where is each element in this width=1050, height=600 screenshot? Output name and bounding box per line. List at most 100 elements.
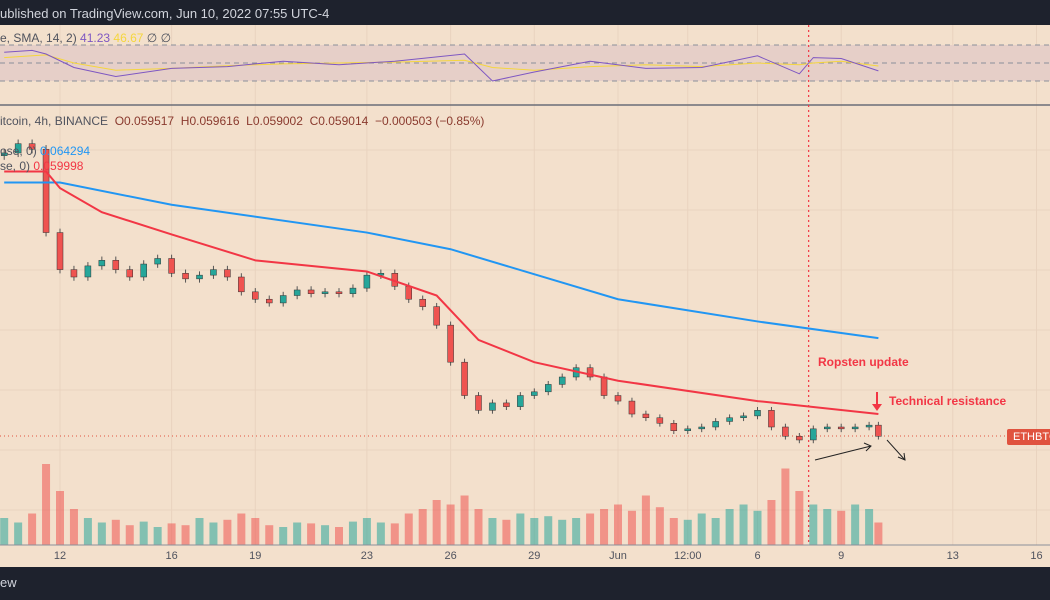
ma-slow-line xyxy=(4,181,879,340)
candle-body xyxy=(433,306,440,326)
candle-body xyxy=(98,260,106,267)
resistance-annotation: Technical resistance xyxy=(889,394,1007,408)
candle-body xyxy=(684,428,691,431)
volume-bar xyxy=(572,518,581,545)
volume-bar xyxy=(781,468,790,545)
candle-body xyxy=(517,395,524,407)
candle-body xyxy=(70,269,78,278)
candle-body xyxy=(252,291,259,300)
candle-body xyxy=(349,287,357,294)
candle-body xyxy=(614,395,622,402)
candle-body xyxy=(140,263,147,278)
candle-body xyxy=(363,274,371,289)
ma-value: 0.064294 xyxy=(40,144,91,158)
volume-bar xyxy=(502,519,511,545)
rsi-value: 41.23 xyxy=(80,31,111,45)
volume-bar xyxy=(614,504,622,545)
candle-body xyxy=(335,291,343,294)
main-legend: itcoin, 4h, BINANCE O0.059517 H0.059616 … xyxy=(0,114,484,128)
candle-body xyxy=(656,417,664,424)
volume-bar xyxy=(125,525,134,545)
volume-bar xyxy=(795,491,804,545)
candle-body xyxy=(628,400,636,415)
volume-bar xyxy=(362,518,371,545)
volume-bar xyxy=(153,527,162,545)
candle-body xyxy=(168,258,175,274)
volume-bar xyxy=(404,513,413,545)
volume-bar xyxy=(195,518,204,545)
volume-bar xyxy=(697,513,706,545)
candle-body xyxy=(307,289,315,294)
candle-body xyxy=(238,276,245,293)
volume-bar xyxy=(348,521,357,545)
candle-body xyxy=(837,426,845,430)
x-tick-label: 16 xyxy=(165,550,178,562)
x-tick-label: 23 xyxy=(360,550,374,562)
candle-body xyxy=(405,286,412,300)
volume-bar xyxy=(767,500,776,545)
candle-body xyxy=(461,361,468,396)
volume-bar xyxy=(460,495,469,545)
volume-bar xyxy=(488,518,497,545)
candle-body xyxy=(154,258,161,265)
candle-body xyxy=(670,423,678,431)
change-value: −0.000503 (−0.85%) xyxy=(374,114,485,128)
x-tick-label: 12:00 xyxy=(673,550,702,562)
candle-body xyxy=(196,274,203,280)
ma-label: ose, 0) xyxy=(0,144,37,158)
chart-canvas[interactable] xyxy=(0,25,1050,567)
brand-text: ew xyxy=(0,575,17,590)
volume-bar xyxy=(390,523,399,545)
candle-body xyxy=(475,395,482,411)
volume-bar xyxy=(293,522,302,545)
candle-body xyxy=(754,410,761,417)
volume-bar xyxy=(809,504,818,545)
trend-arrowhead-icon xyxy=(863,442,872,452)
price-badge: ETHBTC xyxy=(1007,429,1050,445)
candle-body xyxy=(865,424,873,428)
volume-bar xyxy=(823,509,832,545)
bottom-bar: ew xyxy=(0,567,1050,600)
resistance-arrowhead-icon xyxy=(872,404,882,411)
na-value: ∅ xyxy=(146,31,158,45)
candle-body xyxy=(726,417,733,422)
candle-body xyxy=(698,426,705,430)
x-tick-label: 12 xyxy=(53,550,67,562)
low-value: L0.059002 xyxy=(246,114,303,128)
volume-bar xyxy=(753,510,762,545)
ropsten-annotation: Ropsten update xyxy=(818,355,909,369)
volume-bar xyxy=(711,518,720,545)
down-arrow-icon xyxy=(886,439,906,461)
candle-body xyxy=(14,143,22,154)
volume-bar xyxy=(181,525,190,545)
candle-body xyxy=(796,436,803,441)
candle-body xyxy=(224,269,231,278)
volume-bar xyxy=(683,519,692,545)
volume-bar xyxy=(432,500,441,545)
candle-body xyxy=(768,410,775,428)
x-tick-label: 19 xyxy=(249,550,262,562)
rsi-line xyxy=(4,49,879,82)
x-tick-label: 9 xyxy=(838,550,845,562)
trend-arrow-icon xyxy=(814,445,872,461)
volume-bar xyxy=(139,521,148,545)
volume-bar xyxy=(865,509,874,545)
volume-bar xyxy=(237,513,246,545)
volume-bar xyxy=(251,518,260,545)
ma-fast-line xyxy=(4,170,879,416)
volume-bar xyxy=(446,504,455,545)
volume-bar xyxy=(418,509,427,545)
volume-bar xyxy=(28,513,37,545)
volume-bar xyxy=(558,519,567,545)
candle-body xyxy=(321,291,329,294)
open-value: O0.059517 xyxy=(114,114,175,128)
candle-body xyxy=(712,421,719,428)
ma-label: se, 0) xyxy=(0,159,31,173)
symbol-label: itcoin, 4h, BINANCE xyxy=(0,114,109,128)
rsi-legend: e, SMA, 14, 2) 41.23 46.67 ∅ ∅ xyxy=(0,31,171,45)
volume-bar xyxy=(600,509,609,545)
candle-body xyxy=(210,269,217,276)
volume-bar xyxy=(111,519,120,545)
volume-bar xyxy=(56,491,64,545)
candle-body xyxy=(824,426,831,430)
